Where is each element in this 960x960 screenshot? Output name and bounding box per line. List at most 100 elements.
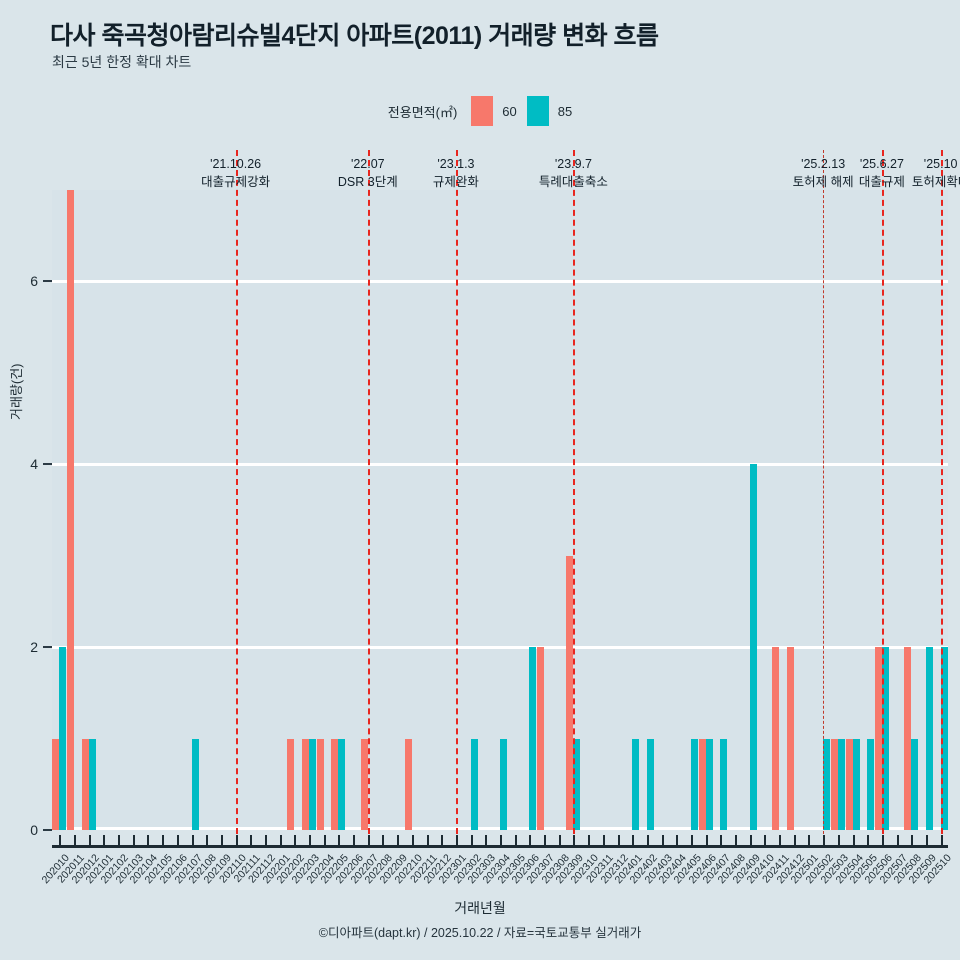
x-tick-mark bbox=[206, 835, 209, 846]
bar-60[interactable] bbox=[302, 738, 310, 830]
x-tick-mark bbox=[411, 835, 414, 846]
bar-85[interactable] bbox=[911, 738, 919, 830]
y-tick-label: 2 bbox=[30, 639, 38, 656]
bar-85[interactable] bbox=[852, 738, 860, 830]
legend-label-85: 85 bbox=[557, 103, 573, 119]
x-axis-title: 거래년월 bbox=[454, 900, 506, 916]
bar-85[interactable] bbox=[529, 647, 537, 830]
event-date: '25.10 bbox=[923, 157, 958, 171]
bar-60[interactable] bbox=[360, 738, 368, 830]
event-annotation-202207: '22.07 DSR 3단계 bbox=[338, 155, 398, 191]
y-axis-title: 거래량(건) bbox=[9, 363, 24, 421]
legend-item-60[interactable]: 60 bbox=[471, 96, 517, 126]
bar-60[interactable] bbox=[537, 647, 545, 830]
bar-85[interactable] bbox=[500, 738, 507, 830]
bar-85[interactable] bbox=[338, 738, 346, 830]
bar-60[interactable] bbox=[874, 647, 882, 830]
bar-85[interactable] bbox=[881, 647, 889, 830]
bar-60[interactable] bbox=[772, 647, 780, 830]
x-tick-mark bbox=[588, 835, 591, 846]
x-tick-mark bbox=[940, 835, 943, 846]
bar-60[interactable] bbox=[404, 738, 412, 830]
bar-60[interactable] bbox=[786, 647, 794, 830]
x-tick-mark bbox=[323, 835, 326, 846]
bar-85[interactable] bbox=[309, 738, 317, 830]
page-title: 다사 죽곡청아람리슈빌4단지 아파트(2011) 거래량 변화 흐름 bbox=[50, 22, 659, 50]
event-line-202510 bbox=[940, 150, 943, 844]
x-tick-mark bbox=[191, 835, 194, 846]
x-tick-mark bbox=[264, 835, 267, 846]
bar-60[interactable] bbox=[904, 647, 912, 830]
x-tick-mark bbox=[176, 835, 179, 846]
bar-85[interactable] bbox=[470, 738, 478, 830]
event-line-202502 bbox=[823, 150, 825, 844]
page-subtitle: 최근 5년 한정 확대 차트 bbox=[52, 54, 192, 70]
x-tick-mark bbox=[558, 835, 561, 846]
bar-85[interactable] bbox=[59, 647, 67, 830]
bar-85[interactable] bbox=[720, 738, 728, 830]
x-tick-mark bbox=[294, 835, 297, 846]
bar-60[interactable] bbox=[830, 738, 838, 830]
x-tick-mark bbox=[147, 835, 150, 846]
x-tick-mark bbox=[617, 835, 620, 846]
bar-60[interactable] bbox=[698, 738, 706, 830]
x-tick-mark bbox=[749, 835, 752, 846]
bar-60[interactable] bbox=[67, 190, 75, 830]
bar-85[interactable] bbox=[823, 738, 831, 830]
x-tick-mark bbox=[338, 835, 341, 846]
bar-85[interactable] bbox=[690, 738, 698, 830]
x-tick-mark bbox=[397, 835, 400, 846]
x-tick-mark bbox=[867, 835, 870, 846]
bar-85[interactable] bbox=[191, 738, 199, 830]
event-annotation-202502: '25.2.13 토허제 해제 bbox=[793, 155, 854, 191]
legend-label-60: 60 bbox=[502, 103, 517, 119]
x-tick-mark bbox=[514, 835, 517, 846]
x-tick-mark bbox=[808, 835, 811, 846]
bar-85[interactable] bbox=[940, 647, 948, 830]
bar-60[interactable] bbox=[845, 738, 853, 830]
y-tick-label: 6 bbox=[30, 273, 38, 290]
plot-background bbox=[52, 190, 948, 830]
event-label: DSR 3단계 bbox=[337, 175, 398, 190]
bar-85[interactable] bbox=[749, 464, 757, 830]
bar-85[interactable] bbox=[925, 647, 933, 830]
legend-swatch-85 bbox=[526, 96, 549, 126]
bar-85[interactable] bbox=[705, 738, 713, 830]
bar-60[interactable] bbox=[331, 738, 339, 830]
x-tick-mark bbox=[279, 835, 282, 846]
bar-85[interactable] bbox=[88, 738, 96, 830]
event-annotation-202110: '21.10.26 대출규제강화 bbox=[201, 155, 270, 191]
x-tick-mark bbox=[500, 835, 502, 846]
x-tick-mark bbox=[529, 835, 532, 846]
x-tick-mark bbox=[735, 835, 738, 846]
bar-60[interactable] bbox=[316, 738, 324, 830]
bar-60[interactable] bbox=[287, 738, 295, 830]
bar-60[interactable] bbox=[566, 555, 574, 830]
chart-legend: 전용면적(㎡) 60 85 bbox=[0, 96, 960, 126]
bar-60[interactable] bbox=[52, 738, 60, 830]
bar-85[interactable] bbox=[573, 738, 581, 830]
bar-85[interactable] bbox=[867, 738, 875, 830]
legend-item-85[interactable]: 85 bbox=[526, 96, 573, 126]
event-annotation-202510: '25.10 토허제확대 bbox=[912, 155, 960, 191]
bar-85[interactable] bbox=[632, 738, 640, 830]
x-tick-mark bbox=[544, 835, 547, 846]
bar-60[interactable] bbox=[81, 738, 89, 830]
x-tick-mark bbox=[455, 835, 458, 846]
x-tick-mark bbox=[911, 835, 914, 846]
x-tick-mark bbox=[676, 835, 679, 846]
x-tick-mark bbox=[661, 835, 664, 846]
x-tick-mark bbox=[881, 835, 884, 846]
x-tick-mark bbox=[720, 835, 723, 846]
bar-85[interactable] bbox=[646, 738, 654, 830]
y-tick-mark bbox=[43, 646, 52, 649]
event-label: 특례대출축소 bbox=[538, 175, 608, 190]
chart-footer: ©디아파트(dapt.kr) / 2025.10.22 / 자료=국토교통부 실… bbox=[318, 926, 642, 940]
x-tick-mark bbox=[690, 835, 693, 846]
x-axis-line bbox=[52, 845, 948, 848]
x-tick-mark bbox=[426, 835, 429, 846]
x-tick-mark bbox=[602, 835, 605, 846]
event-label: 대출규제 bbox=[858, 175, 905, 190]
event-date: '25.2.13 bbox=[801, 157, 846, 171]
bar-85[interactable] bbox=[837, 738, 845, 830]
